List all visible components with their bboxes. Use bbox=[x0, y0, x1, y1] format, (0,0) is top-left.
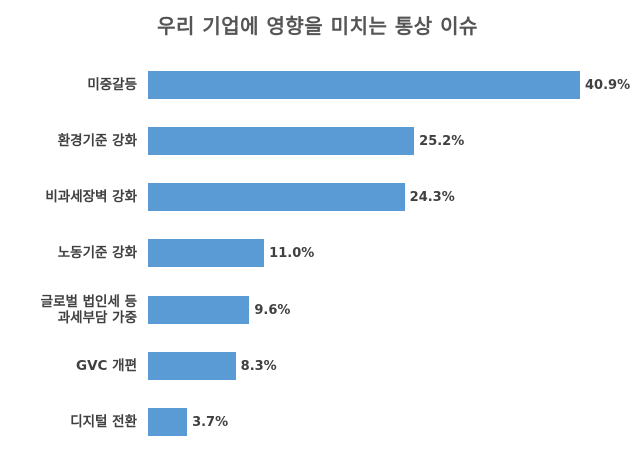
bar-row: 환경기준 강화 25.2% bbox=[0, 127, 635, 155]
value-label: 9.6% bbox=[254, 302, 291, 318]
value-label: 24.3% bbox=[409, 189, 455, 205]
bar bbox=[148, 127, 415, 155]
bar-row: 비과세장벽 강화 24.3% bbox=[0, 183, 635, 211]
value-label: 40.9% bbox=[585, 77, 631, 93]
category-label: 비과세장벽 강화 bbox=[45, 189, 137, 205]
bar bbox=[148, 239, 265, 267]
bar bbox=[148, 183, 405, 211]
category-label: 환경기준 강화 bbox=[57, 133, 137, 149]
value-label: 25.2% bbox=[419, 133, 465, 149]
bar-row: GVC 개편 8.3% bbox=[0, 352, 635, 380]
bar bbox=[148, 408, 188, 436]
value-label: 3.7% bbox=[192, 414, 229, 430]
category-label: 미중갈등 bbox=[87, 77, 137, 93]
bar bbox=[148, 71, 580, 99]
bar-row: 미중갈등 40.9% bbox=[0, 71, 635, 99]
category-label: 디지털 전환 bbox=[70, 414, 137, 430]
category-label: 글로벌 법인세 등 과세부담 가중 bbox=[40, 294, 137, 326]
category-label: 노동기준 강화 bbox=[57, 245, 137, 261]
bar-row: 노동기준 강화 11.0% bbox=[0, 239, 635, 267]
category-label: GVC 개편 bbox=[76, 358, 137, 374]
bar bbox=[148, 296, 250, 324]
chart-title: 우리 기업에 영향을 미치는 통상 이슈 bbox=[157, 14, 478, 38]
bar-row: 디지털 전환 3.7% bbox=[0, 408, 635, 436]
value-label: 11.0% bbox=[269, 245, 315, 261]
bar-row: 글로벌 법인세 등 과세부담 가중 9.6% bbox=[0, 294, 635, 326]
value-label: 8.3% bbox=[240, 358, 277, 374]
bar bbox=[148, 352, 236, 380]
